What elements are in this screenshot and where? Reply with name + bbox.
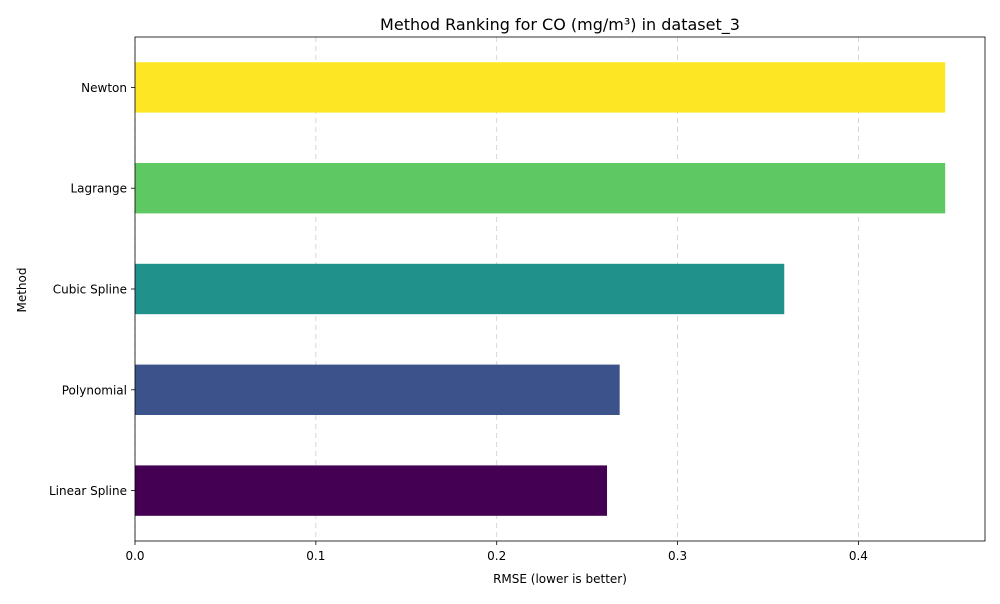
bar-cubic-spline xyxy=(135,263,785,315)
bar-linear-spline xyxy=(135,465,608,516)
bar-newton xyxy=(135,62,946,113)
x-tick-label-1: 0.1 xyxy=(306,549,325,563)
bar-polynomial xyxy=(135,364,620,415)
x-tick-label-4: 0.4 xyxy=(849,549,868,563)
plot-frame xyxy=(134,36,986,542)
x-axis-label: RMSE (lower is better) xyxy=(493,572,627,586)
y-axis-label: Method xyxy=(15,267,29,312)
y-tick-label-linear-spline: Linear Spline xyxy=(49,484,127,498)
x-tick-label-3: 0.3 xyxy=(668,549,687,563)
x-tick-label-2: 0.2 xyxy=(487,549,506,563)
x-tick-label-0: 0.0 xyxy=(125,549,144,563)
y-tick-label-cubic-spline: Cubic Spline xyxy=(53,283,127,297)
bar-layer xyxy=(135,62,946,516)
y-tick-label-polynomial: Polynomial xyxy=(62,383,127,397)
y-tick-label-newton: Newton xyxy=(81,81,127,95)
axis-layer: Linear Spline Polynomial Cubic Spline Lagra… xyxy=(49,36,986,563)
bar-lagrange xyxy=(135,163,946,214)
y-tick-label-lagrange: Lagrange xyxy=(70,182,127,196)
chart-title: Method Ranking for CO (mg/m³) in dataset… xyxy=(380,15,740,35)
